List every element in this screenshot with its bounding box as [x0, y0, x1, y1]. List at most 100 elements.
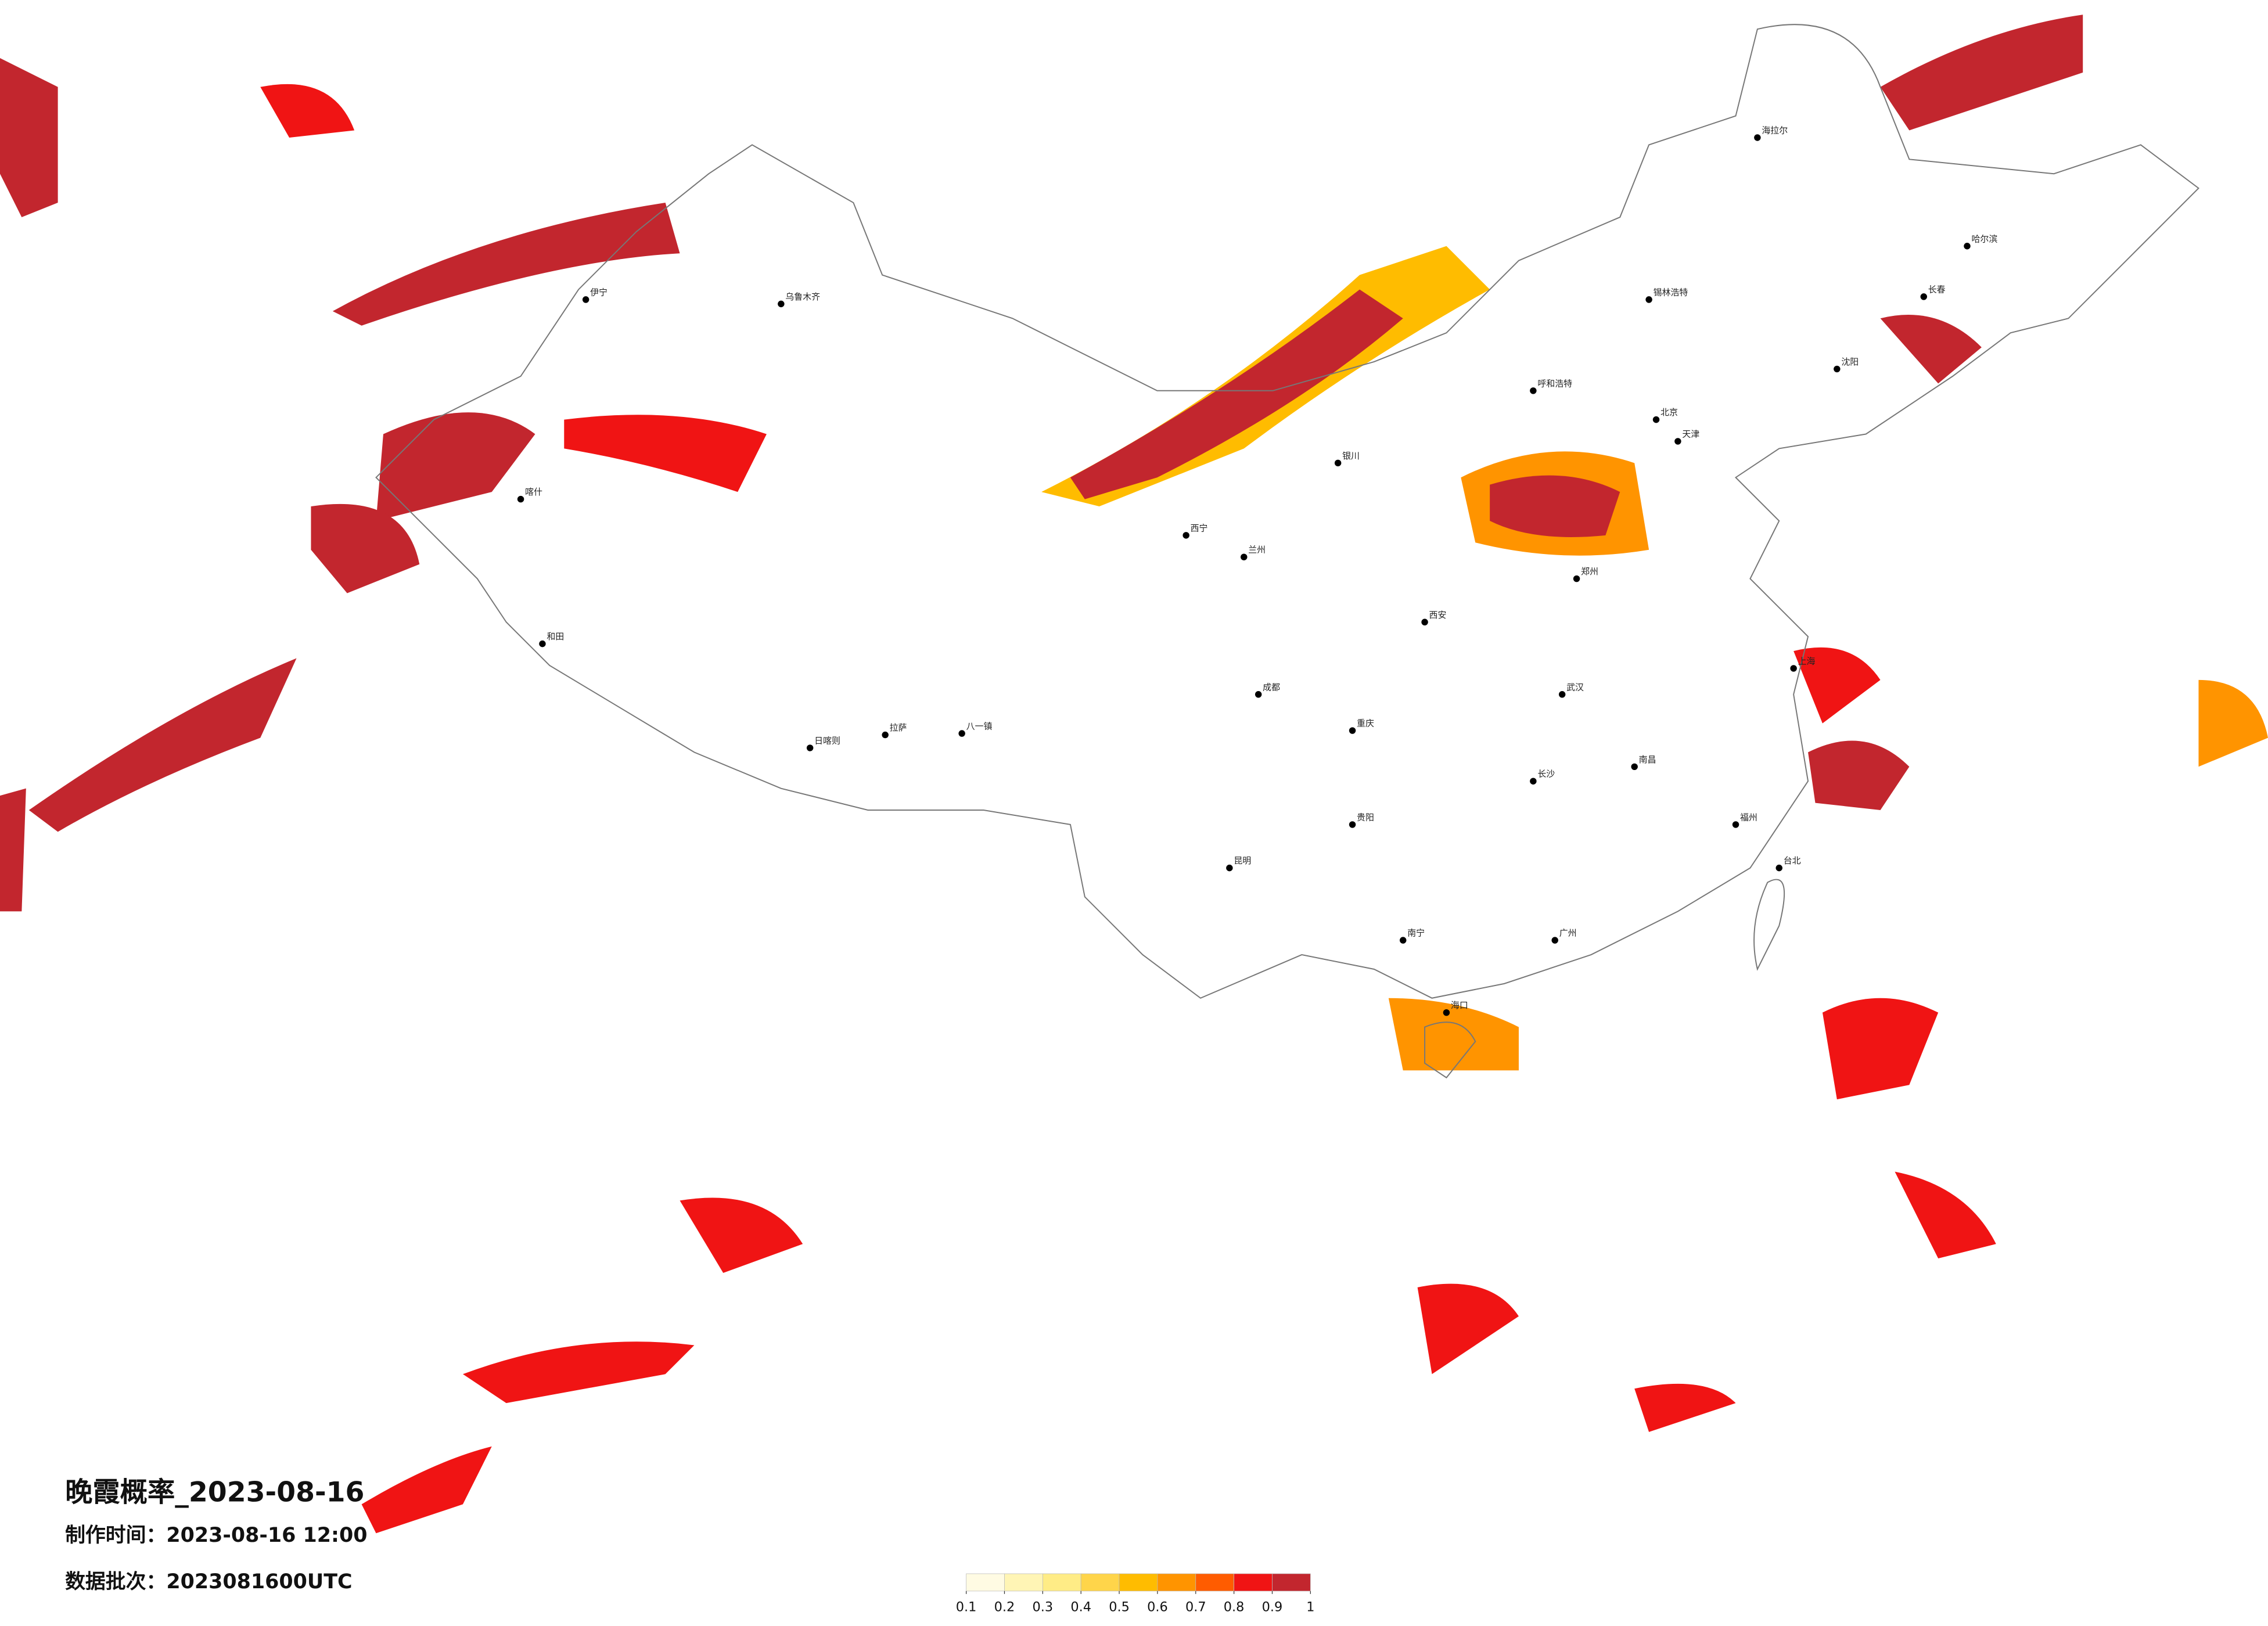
city-label: 乌鲁木齐	[785, 292, 820, 302]
city-dot	[1443, 1009, 1450, 1016]
hainan-outline	[1424, 1021, 1476, 1079]
city-dot	[1182, 532, 1189, 539]
legend-swatch	[1042, 1573, 1081, 1592]
city-dot	[1530, 778, 1537, 785]
city-label: 南昌	[1639, 754, 1656, 765]
legend-swatch	[966, 1573, 1005, 1592]
city-dot	[882, 731, 889, 739]
field-blob	[1417, 1283, 1519, 1375]
field-blob	[1634, 1383, 1736, 1432]
city-dot	[1421, 618, 1428, 625]
city-dot	[1530, 387, 1537, 394]
city-label: 长春	[1928, 284, 1946, 294]
field-blob	[311, 503, 420, 593]
legend-swatch	[1119, 1573, 1158, 1592]
field-blob	[462, 1341, 695, 1404]
city-label: 成都	[1263, 682, 1280, 692]
city-dot	[1573, 575, 1580, 582]
probability-field	[0, 15, 2268, 1534]
field-blob	[2198, 679, 2268, 767]
city-label: 南宁	[1407, 928, 1425, 938]
legend-swatch	[1157, 1573, 1196, 1592]
field-blob	[0, 788, 26, 912]
city-dot	[1732, 821, 1739, 828]
city-label: 广州	[1559, 928, 1577, 938]
legend-tick-label: 0.5	[1109, 1600, 1130, 1615]
city-dot	[806, 744, 814, 751]
city-dot	[1964, 243, 1971, 250]
city-dot	[517, 495, 524, 503]
legend-tick-label: 0.6	[1147, 1600, 1168, 1615]
made-time-value: 2023-08-16 12:00	[166, 1524, 367, 1547]
taiwan-outline	[1753, 879, 1785, 971]
legend-swatch	[1234, 1573, 1273, 1592]
city-label: 长沙	[1537, 769, 1555, 779]
legend-tick-label: 0.2	[994, 1600, 1015, 1615]
city-dot	[582, 296, 590, 303]
city-dot	[1551, 937, 1558, 944]
city-dot	[1834, 365, 1841, 373]
city-label: 锡林浩特	[1654, 287, 1688, 297]
city-label: 海口	[1451, 1000, 1468, 1010]
city-label: 台北	[1784, 855, 1801, 866]
title: 晚霞概率_2023-08-16	[65, 1476, 364, 1508]
city-label: 海拉尔	[1762, 125, 1788, 135]
city-label: 福州	[1740, 812, 1757, 822]
city-dot	[1674, 438, 1681, 445]
city-dot	[1754, 134, 1761, 141]
city-dot	[1349, 727, 1356, 734]
legend-tick-label: 0.4	[1070, 1600, 1091, 1615]
city-label: 重庆	[1357, 718, 1374, 729]
field-blob	[1880, 315, 1982, 384]
field-blob	[376, 412, 535, 521]
city-label: 拉萨	[890, 722, 907, 733]
city-label: 武汉	[1566, 682, 1584, 692]
legend-swatch	[1272, 1573, 1311, 1592]
city-dot	[1226, 864, 1233, 872]
city-label: 哈尔滨	[1971, 233, 1997, 244]
batch-label: 数据批次：	[65, 1570, 166, 1593]
batch: 数据批次：2023081600UTC	[65, 1570, 353, 1593]
legend-swatch	[1004, 1573, 1043, 1592]
city-dot	[1255, 691, 1262, 698]
city-dot	[1399, 937, 1407, 944]
city-label: 八一镇	[966, 721, 993, 732]
city-dot	[958, 730, 965, 737]
city-label: 日喀则	[814, 735, 840, 746]
city-label: 贵阳	[1357, 812, 1374, 822]
city-label: 伊宁	[590, 287, 608, 297]
field-blob	[1822, 998, 1939, 1100]
city-label: 和田	[547, 631, 564, 642]
city-dot	[778, 300, 785, 308]
city-dot	[1334, 459, 1342, 467]
city-dot	[1645, 296, 1652, 303]
city-dot	[1349, 821, 1356, 828]
legend-tick-label: 0.1	[956, 1600, 977, 1615]
field-blob	[564, 415, 767, 492]
field-blob	[361, 1446, 492, 1534]
legend: 0.1 0.2 0.3 0.4 0.5 0.6 0.7 0.8 0.9 1	[956, 1573, 1314, 1615]
legend-tick-label: 1	[1306, 1600, 1314, 1615]
legend-tick-label: 0.7	[1185, 1600, 1206, 1615]
made-time-label: 制作时间：	[65, 1524, 166, 1547]
field-blob	[0, 57, 58, 217]
field-blob	[332, 203, 680, 326]
field-blob	[28, 658, 297, 832]
city-label: 西安	[1429, 610, 1447, 620]
field-blob	[1808, 740, 1910, 811]
city-dot	[539, 640, 546, 647]
legend-tick-label: 0.3	[1033, 1600, 1054, 1615]
field-blob	[680, 1197, 803, 1273]
city-label: 银川	[1342, 451, 1360, 461]
city-dot	[1775, 864, 1782, 872]
legend-swatch	[1195, 1573, 1234, 1592]
field-blob	[1070, 289, 1403, 499]
field-blob	[260, 84, 355, 138]
city-dot	[1631, 763, 1638, 771]
city-label: 郑州	[1581, 566, 1598, 577]
city-dot	[1241, 553, 1248, 560]
city-label: 沈阳	[1841, 357, 1859, 367]
